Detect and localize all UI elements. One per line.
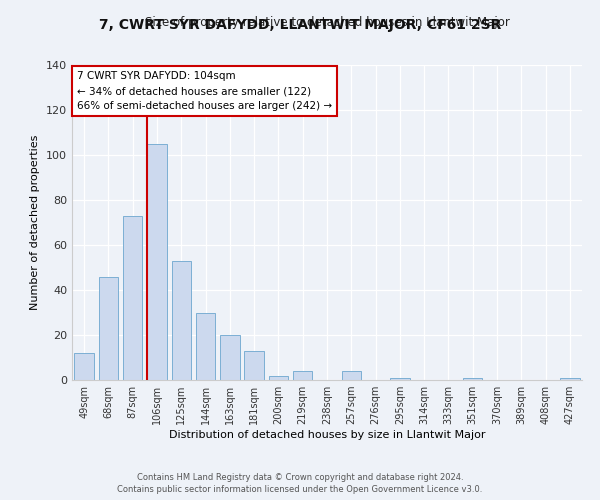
Bar [196,312,215,380]
Y-axis label: Number of detached properties: Number of detached properties [31,135,40,310]
Bar [560,378,580,380]
Bar [341,371,361,380]
X-axis label: Distribution of detached houses by size in Llantwit Major: Distribution of detached houses by size … [169,430,485,440]
Bar [147,144,167,380]
Bar [74,353,94,380]
Bar [172,261,191,380]
Title: Size of property relative to detached houses in Llantwit Major: Size of property relative to detached ho… [145,16,509,29]
Text: 7 CWRT SYR DAFYDD: 104sqm
← 34% of detached houses are smaller (122)
66% of semi: 7 CWRT SYR DAFYDD: 104sqm ← 34% of detac… [77,72,332,111]
Bar [293,371,313,380]
Bar [220,335,239,380]
Bar [123,216,142,380]
Text: Contains HM Land Registry data © Crown copyright and database right 2024.
Contai: Contains HM Land Registry data © Crown c… [118,472,482,494]
Text: 7, CWRT SYR DAFYDD, LLANTWIT MAJOR, CF61 2SR: 7, CWRT SYR DAFYDD, LLANTWIT MAJOR, CF61… [99,18,501,32]
Bar [463,378,482,380]
Bar [390,378,410,380]
Bar [244,351,264,380]
Bar [99,276,118,380]
Bar [269,376,288,380]
